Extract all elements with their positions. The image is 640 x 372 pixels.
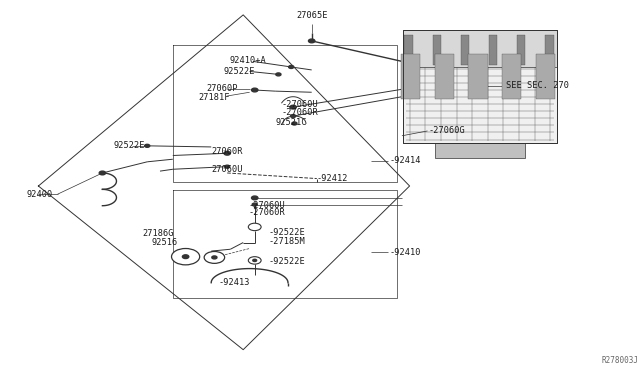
Text: R278003J: R278003J xyxy=(602,356,639,365)
Text: -92410: -92410 xyxy=(389,248,420,257)
Text: 27060U: 27060U xyxy=(211,165,243,174)
Circle shape xyxy=(292,122,297,125)
Circle shape xyxy=(182,255,189,259)
Circle shape xyxy=(100,172,104,174)
Text: 92522E: 92522E xyxy=(114,141,145,150)
Text: -92413: -92413 xyxy=(219,278,250,287)
Polygon shape xyxy=(403,30,557,67)
Circle shape xyxy=(252,203,257,206)
Text: SEE SEC. 270: SEE SEC. 270 xyxy=(506,81,568,90)
Text: -27060R: -27060R xyxy=(282,108,318,117)
Bar xyxy=(435,54,454,99)
Text: 27181F: 27181F xyxy=(198,93,230,102)
Circle shape xyxy=(225,165,230,168)
Text: -92414: -92414 xyxy=(389,156,420,165)
Text: -27060U: -27060U xyxy=(282,100,318,109)
Text: -27185M: -27185M xyxy=(269,237,305,246)
Bar xyxy=(536,54,555,99)
Circle shape xyxy=(204,251,225,263)
Circle shape xyxy=(308,39,315,43)
Circle shape xyxy=(248,223,261,231)
Bar xyxy=(461,35,469,65)
Text: 27186G: 27186G xyxy=(142,229,173,238)
Circle shape xyxy=(252,88,258,92)
Text: -27060R: -27060R xyxy=(248,208,285,217)
Circle shape xyxy=(290,105,296,109)
Polygon shape xyxy=(403,30,557,143)
Circle shape xyxy=(253,259,257,262)
Circle shape xyxy=(252,196,258,200)
Bar xyxy=(502,54,521,99)
Text: -92522E: -92522E xyxy=(269,228,305,237)
Circle shape xyxy=(289,65,294,68)
Text: -92412: -92412 xyxy=(317,174,348,183)
Bar xyxy=(545,35,554,65)
Polygon shape xyxy=(435,143,525,158)
Text: 92521C: 92521C xyxy=(275,118,307,126)
Text: -27060G: -27060G xyxy=(429,126,465,135)
Circle shape xyxy=(145,144,150,147)
Bar xyxy=(404,35,413,65)
Text: 92516: 92516 xyxy=(152,238,178,247)
Text: 92410+A: 92410+A xyxy=(229,56,266,65)
Circle shape xyxy=(276,73,281,76)
Text: 27060P: 27060P xyxy=(206,84,237,93)
Text: 27065E: 27065E xyxy=(296,12,328,20)
Circle shape xyxy=(172,248,200,265)
Text: -27060U: -27060U xyxy=(248,201,285,210)
Text: 92522E: 92522E xyxy=(224,67,255,76)
Circle shape xyxy=(224,151,230,155)
Bar xyxy=(433,35,441,65)
Bar xyxy=(517,35,525,65)
Circle shape xyxy=(248,257,261,264)
Bar xyxy=(489,35,497,65)
Bar xyxy=(468,54,488,99)
Circle shape xyxy=(212,256,217,259)
Bar xyxy=(401,54,420,99)
Circle shape xyxy=(99,171,106,175)
Text: 27060R: 27060R xyxy=(211,147,243,156)
Text: 92400: 92400 xyxy=(27,190,53,199)
Circle shape xyxy=(291,115,296,118)
Text: -92522E: -92522E xyxy=(269,257,305,266)
